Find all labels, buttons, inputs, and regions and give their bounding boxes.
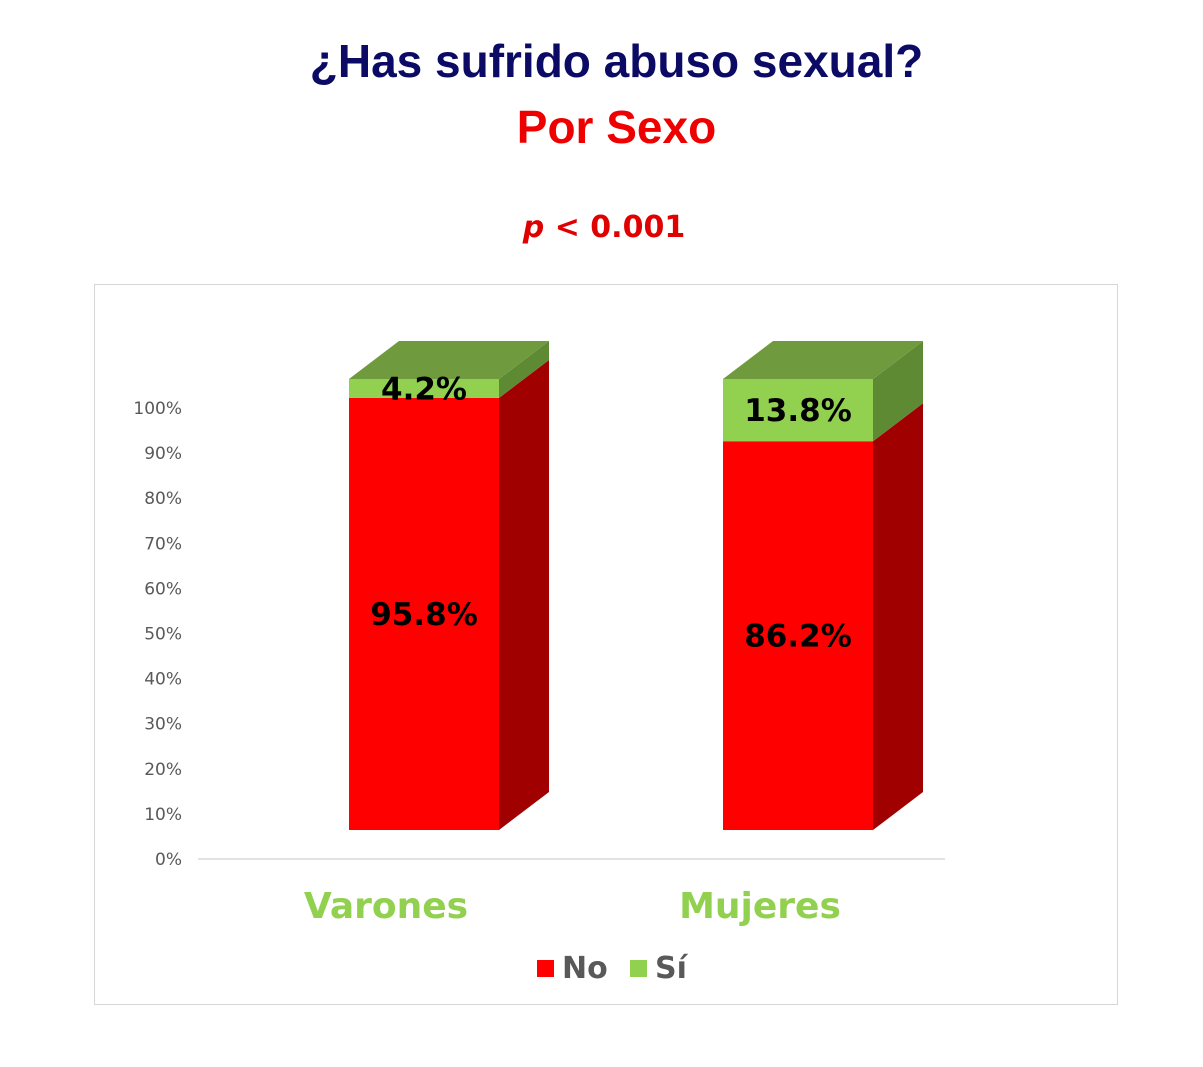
bar-side-no-varones [499,359,549,830]
data-label-no-varones: 95.8% [370,597,478,633]
data-label-sí-mujeres: 13.8% [744,393,852,429]
chart-title: ¿Has sufrido abuso sexual? [309,35,924,87]
y-tick-label: 0% [155,850,182,870]
bar-top-mujeres [723,341,923,379]
y-tick-label: 60% [144,579,182,599]
y-tick-label: 100% [133,399,182,419]
y-tick-label: 40% [144,670,182,690]
p-value-text: < 0.001 [544,210,686,245]
bar-side-no-mujeres [873,403,923,830]
y-tick-label: 30% [144,715,182,735]
data-label-no-mujeres: 86.2% [744,619,852,655]
y-tick-label: 90% [144,444,182,464]
y-tick-label: 20% [144,760,182,780]
legend-swatch-0 [537,960,554,977]
bar-no-varones [349,397,499,830]
bar-side-sí-mujeres [873,341,923,442]
bar-sí-varones [349,379,499,398]
chart-area [94,284,1118,1005]
legend-swatch-1 [630,960,647,977]
y-tick-label: 70% [144,534,182,554]
bar-top-varones [349,341,549,379]
bar-sí-mujeres [723,379,873,442]
chart-subtitle: Por Sexo [516,101,717,153]
y-tick-label: 50% [144,625,182,645]
y-tick-label: 80% [144,489,182,509]
y-tick-label: 10% [144,805,182,825]
data-label-sí-varones: 4.2% [381,371,467,407]
bar-side-sí-varones [499,341,549,398]
bar-no-mujeres [723,441,873,830]
legend-label-1: Sí [655,951,689,986]
p-value-annotation: p < 0.001 [0,210,1203,245]
p-value-symbol: p [522,210,545,245]
legend-label-0: No [562,951,608,986]
category-label-mujeres: Mujeres [679,886,841,927]
category-label-varones: Varones [304,886,468,927]
